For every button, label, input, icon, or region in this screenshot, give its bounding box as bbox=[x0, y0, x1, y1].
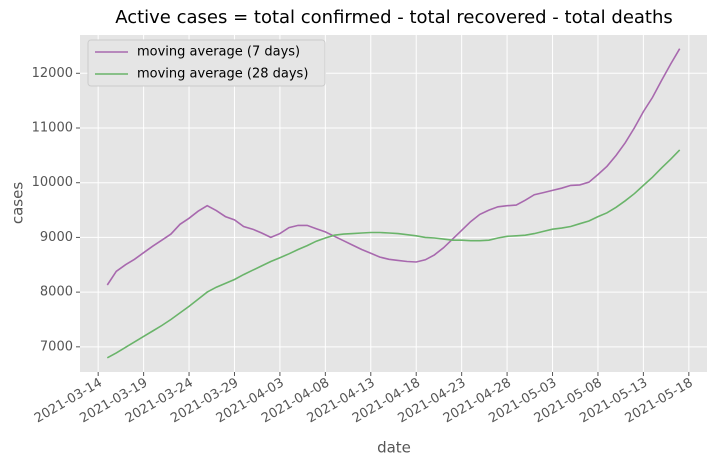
y-tick-label: 7000 bbox=[40, 339, 73, 354]
y-tick-label: 10000 bbox=[32, 175, 73, 190]
y-tick-label: 8000 bbox=[40, 285, 73, 300]
y-tick-label: 12000 bbox=[32, 66, 73, 81]
legend-label: moving average (28 days) bbox=[137, 67, 308, 82]
y-tick-label: 11000 bbox=[32, 121, 73, 136]
x-axis-label: date bbox=[377, 439, 411, 457]
legend-box bbox=[87, 39, 326, 87]
y-tick-label: 9000 bbox=[40, 230, 73, 245]
data-line bbox=[106, 48, 681, 286]
chart-title: Active cases = total confirmed - total r… bbox=[115, 7, 673, 28]
plot-area bbox=[80, 35, 707, 372]
legend-label: moving average (7 days) bbox=[137, 45, 300, 60]
y-axis-label: cases bbox=[9, 182, 27, 224]
data-line bbox=[106, 149, 681, 359]
